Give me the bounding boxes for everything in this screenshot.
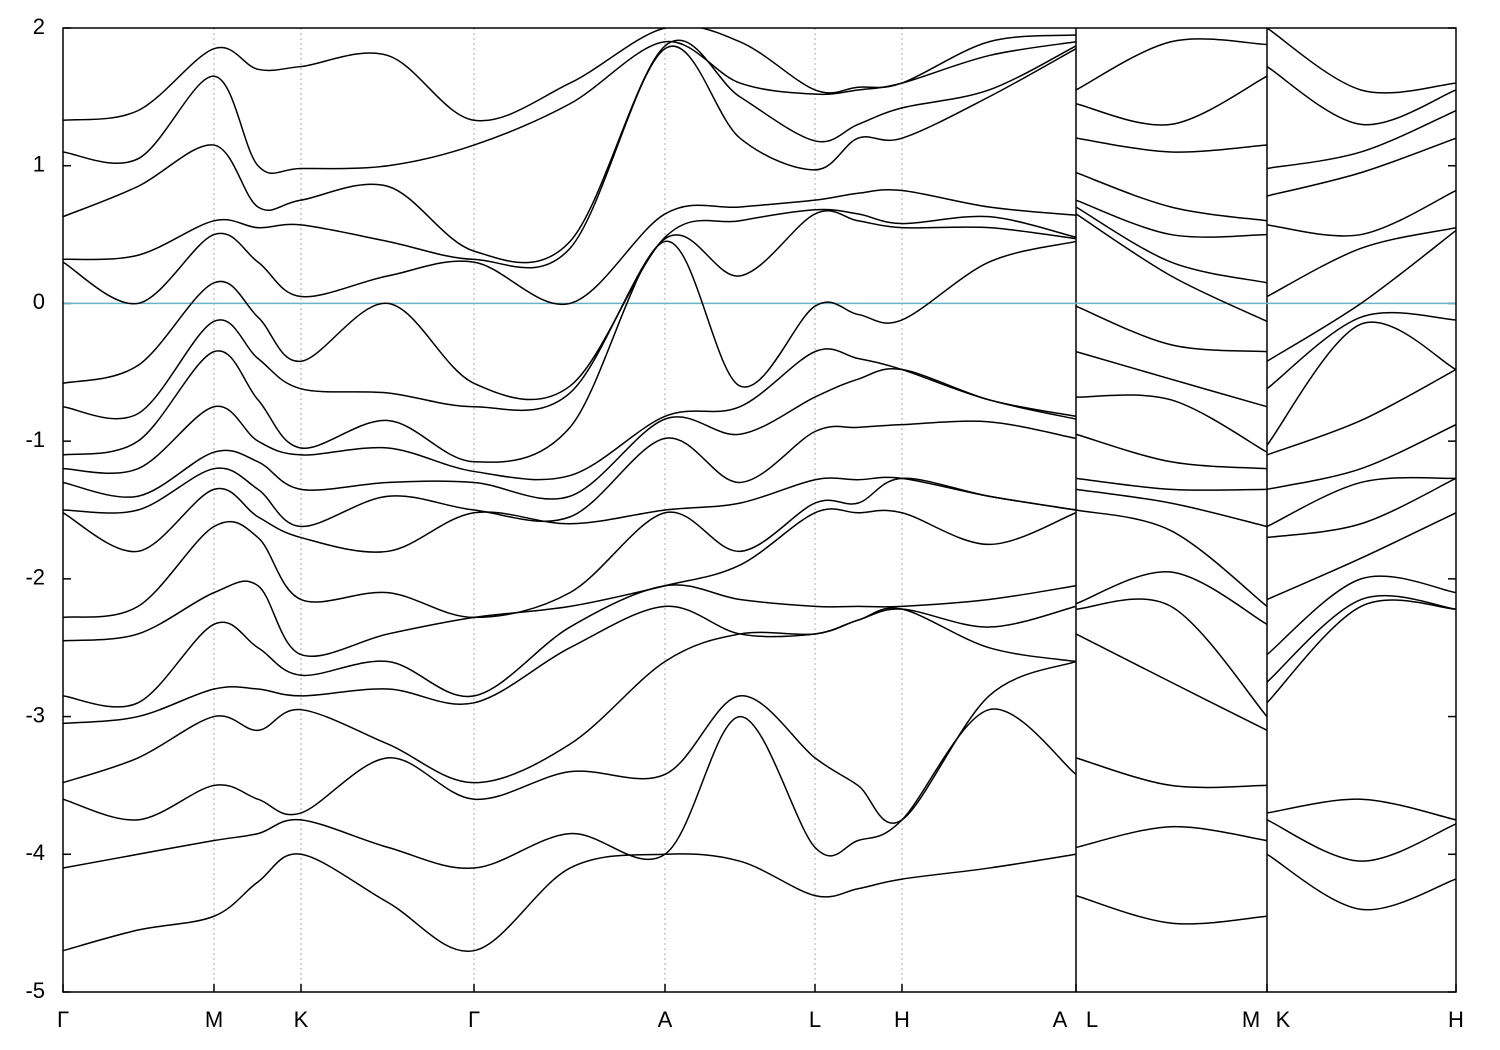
y-tick-label: -4 bbox=[25, 840, 45, 865]
y-tick-label: -3 bbox=[25, 702, 45, 727]
band-line bbox=[63, 708, 1456, 870]
band-line bbox=[63, 594, 1456, 725]
band-line bbox=[63, 188, 1456, 306]
band-line bbox=[63, 476, 1456, 553]
x-tick-label: M bbox=[205, 1007, 223, 1032]
band-line bbox=[63, 41, 1456, 175]
band-line bbox=[63, 240, 1456, 463]
x-tick-label: M bbox=[1242, 1007, 1260, 1032]
y-tick-label: 2 bbox=[33, 14, 45, 39]
band-line bbox=[63, 571, 1456, 708]
x-tick-label: L bbox=[809, 1007, 821, 1032]
x-tick-label: A bbox=[658, 1007, 673, 1032]
x-tick-label: A bbox=[1053, 1007, 1068, 1032]
x-tick-label: H bbox=[894, 1007, 910, 1032]
band-line bbox=[63, 508, 1456, 657]
x-tick-label: L bbox=[1086, 1007, 1098, 1032]
x-tick-label: K bbox=[294, 1007, 309, 1032]
band-line bbox=[63, 210, 1456, 420]
band-line bbox=[63, 45, 1456, 269]
plot-frame bbox=[62, 27, 1457, 993]
band-line bbox=[63, 28, 1456, 122]
band-line bbox=[63, 206, 1456, 401]
band-line bbox=[63, 599, 1456, 784]
x-tick-label: Γ bbox=[468, 1007, 480, 1032]
band-line bbox=[63, 39, 1456, 264]
band-line bbox=[63, 660, 1456, 824]
x-tick-label: K bbox=[1276, 1007, 1291, 1032]
y-tick-label: -5 bbox=[25, 978, 45, 1003]
y-tick-label: 1 bbox=[33, 152, 45, 177]
band-line bbox=[63, 321, 1456, 481]
band-line bbox=[63, 853, 1456, 952]
band-line bbox=[63, 420, 1456, 528]
band-line bbox=[63, 368, 1456, 500]
y-tick-label: -1 bbox=[25, 427, 45, 452]
y-tick-label: 0 bbox=[33, 289, 45, 314]
x-tick-label: Γ bbox=[57, 1007, 69, 1032]
x-tick-label: H bbox=[1448, 1007, 1464, 1032]
y-tick-label: -2 bbox=[25, 565, 45, 590]
band-line bbox=[63, 477, 1456, 619]
